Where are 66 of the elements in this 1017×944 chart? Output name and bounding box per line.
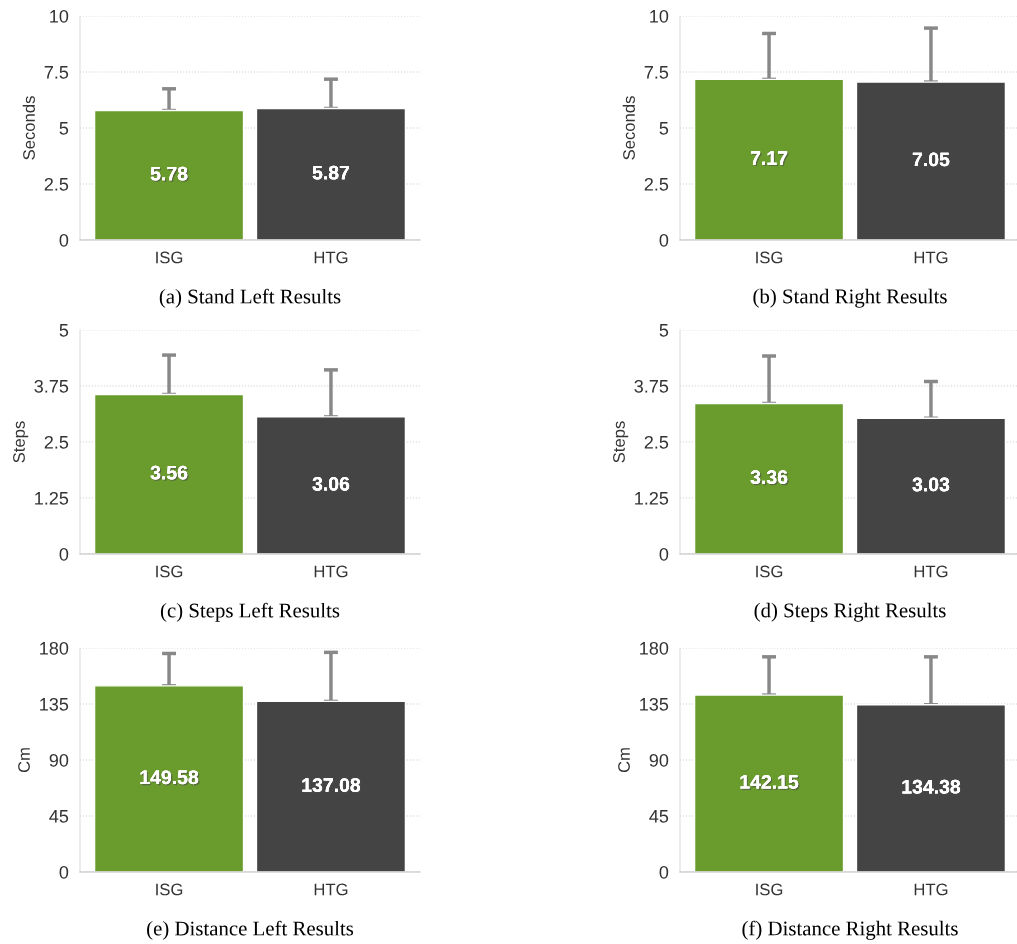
y-tick-label: 180 (640, 641, 669, 655)
data-label: 149.58 (140, 770, 200, 786)
y-tick-label: 45 (649, 810, 669, 823)
y-tick-label: 0 (659, 865, 669, 879)
data-label: 5.78 (150, 166, 189, 182)
y-tick-label: 2.5 (644, 177, 669, 191)
y-axis-title: Cm (18, 748, 30, 773)
y-tick-label: 1.25 (635, 491, 669, 505)
y-tick-label: 90 (649, 753, 669, 767)
y-tick-label: 1.25 (35, 491, 69, 505)
x-tick-label: HTG (314, 251, 348, 264)
text: (e) Distance Left Results (147, 920, 354, 940)
y-tick-label: 5 (659, 122, 669, 135)
x-tick-label: ISG (156, 883, 183, 896)
data-label: 3.03 (912, 477, 951, 493)
y-tick-label: 45 (49, 810, 69, 823)
y-tick-label: 135 (40, 697, 69, 711)
y-tick-label: 10 (50, 9, 69, 23)
text: (d) Steps Right Results (754, 602, 946, 622)
text: (c) Steps Left Results (160, 602, 340, 622)
text: (b) Stand Right Results (753, 288, 947, 308)
y-tick-label: 90 (49, 753, 69, 767)
y-tick-label: 7.5 (644, 66, 669, 79)
data-label: 5.87 (312, 165, 351, 181)
y-tick-label: 0 (59, 233, 69, 247)
data-label: 137.08 (302, 778, 362, 794)
y-tick-label: 0 (59, 865, 69, 879)
text: (a) Stand Left Results (159, 288, 341, 308)
x-tick-label: ISG (156, 565, 183, 578)
y-tick-label: 0 (59, 547, 69, 561)
y-tick-label: 5 (659, 324, 669, 337)
data-label: 3.56 (150, 465, 189, 481)
y-axis-title: Seconds (622, 96, 635, 160)
y-tick-label: 5 (59, 122, 69, 135)
x-tick-label: ISG (756, 565, 783, 578)
x-tick-label: HTG (314, 883, 348, 896)
y-tick-label: 2.5 (44, 177, 69, 191)
y-axis-title: Steps (613, 421, 629, 463)
y-tick-label: 3.75 (634, 379, 669, 393)
y-tick-label: 135 (640, 697, 669, 711)
text: (f) Distance Right Results (742, 920, 958, 940)
y-tick-label: 10 (650, 9, 669, 23)
y-tick-label: 5 (59, 324, 69, 337)
y-tick-label: 3.75 (34, 379, 69, 393)
data-label: 3.06 (312, 476, 351, 493)
x-tick-label: HTG (914, 251, 948, 264)
y-tick-label: 0 (659, 233, 669, 247)
x-tick-label: HTG (914, 565, 948, 578)
x-tick-label: HTG (314, 565, 348, 578)
y-tick-label: 0 (659, 547, 669, 561)
y-axis-title: Seconds (22, 96, 35, 160)
y-tick-label: 2.5 (644, 435, 669, 449)
y-tick-label: 7.5 (44, 66, 69, 79)
data-label: 142.15 (740, 775, 800, 791)
y-axis-title: Steps (13, 421, 29, 463)
data-label: 3.36 (750, 470, 789, 486)
x-tick-label: ISG (156, 251, 183, 264)
x-tick-label: ISG (756, 251, 783, 264)
y-tick-label: 2.5 (44, 435, 69, 449)
y-axis-title: Cm (618, 748, 630, 773)
data-label: 7.17 (750, 151, 789, 167)
x-tick-label: ISG (756, 883, 783, 896)
y-tick-label: 180 (40, 641, 69, 655)
data-label: 134.38 (902, 779, 962, 796)
x-tick-label: HTG (914, 883, 948, 896)
data-label: 7.05 (912, 152, 951, 168)
